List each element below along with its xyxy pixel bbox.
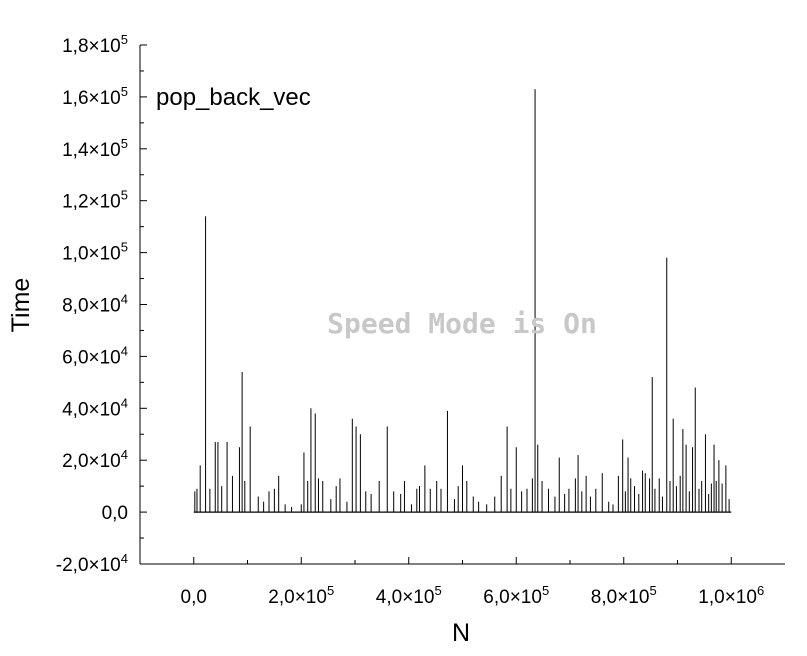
watermark: Speed Mode is On: [327, 307, 597, 340]
plot-title: pop_back_vec: [156, 84, 311, 111]
series-layer: [193, 89, 732, 513]
y-tick-label: 1,6×105: [62, 84, 128, 109]
y-axis-title: Time: [7, 278, 35, 333]
tick-labels: -2,0×104 0,0 2,0×104 4,0×104 6,0×104 8,0×104 1…: [56, 32, 764, 608]
x-tick-label: 8,0×105: [591, 583, 657, 608]
y-tick-label: 2,0×104: [62, 447, 128, 472]
x-axis-title: N: [452, 619, 470, 647]
y-tick-label: 8,0×104: [62, 292, 128, 317]
x-tick-label: 6,0×105: [483, 583, 549, 608]
y-tick-label: 1,2×105: [62, 188, 128, 213]
y-tick-label: 1,0×105: [62, 240, 128, 265]
y-tick-label: 1,4×105: [62, 136, 128, 161]
y-tick-label: -2,0×104: [56, 551, 128, 576]
x-tick-label: 1,0×106: [698, 583, 764, 608]
axes: [139, 44, 785, 565]
y-tick-label: 6,0×104: [62, 343, 128, 368]
x-tick-label: 0,0: [181, 587, 207, 608]
x-tick-label: 4,0×105: [376, 583, 442, 608]
y-tick-label: 0,0: [102, 503, 128, 524]
y-tick-label: 4,0×104: [62, 395, 128, 420]
x-tick-label: 2,0×105: [268, 583, 334, 608]
y-tick-label: 1,8×105: [62, 32, 128, 57]
